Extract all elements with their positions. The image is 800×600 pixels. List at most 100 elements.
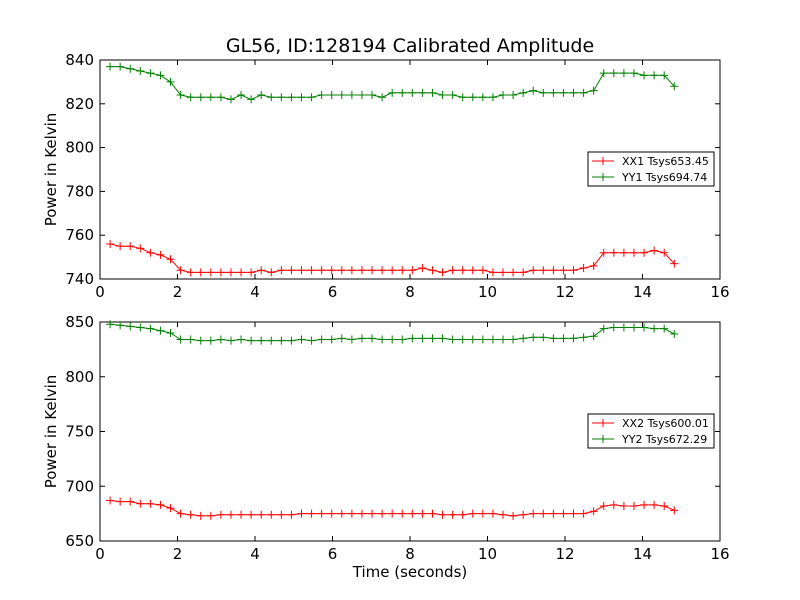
data-point: [166, 255, 175, 264]
data-point: [458, 93, 467, 102]
legend-marker: [599, 157, 607, 165]
data-point: [458, 335, 467, 344]
data-point: [569, 334, 578, 343]
data-point: [418, 264, 427, 273]
data-point: [146, 248, 155, 257]
data-point: [106, 496, 115, 505]
data-point: [660, 501, 669, 510]
data-point: [226, 510, 235, 519]
data-point: [619, 501, 628, 510]
x-tick-label: 2: [173, 283, 183, 301]
series-2: [106, 320, 679, 345]
data-point: [438, 268, 447, 277]
data-point: [529, 266, 538, 275]
data-point: [458, 510, 467, 519]
data-point: [297, 509, 306, 518]
data-point: [519, 510, 528, 519]
data-point: [368, 91, 377, 100]
data-point: [428, 88, 437, 97]
data-point: [650, 246, 659, 255]
data-point: [116, 321, 125, 330]
data-point: [640, 323, 649, 332]
data-point: [650, 324, 659, 333]
legend-label: YY2 Tsys672.29: [621, 433, 707, 446]
data-point: [156, 71, 165, 80]
data-point: [317, 91, 326, 100]
y-tick-label: 800: [65, 139, 94, 157]
chart-title: GL56, ID:128194 Calibrated Amplitude: [226, 35, 594, 57]
data-point: [640, 71, 649, 80]
data-point: [478, 93, 487, 102]
data-point: [337, 509, 346, 518]
data-point: [670, 506, 679, 515]
data-point: [226, 268, 235, 277]
subplot-1: 0 2 4 6 8 10 12 14 16 740 760 780 800 820 840 GL56, ID:…: [42, 35, 730, 301]
data-point: [216, 335, 225, 344]
data-point: [539, 333, 548, 342]
y-axis-label: Power in Kelvin: [42, 113, 60, 227]
data-point: [357, 334, 366, 343]
x-tick-label: 8: [405, 545, 415, 563]
data-point: [136, 323, 145, 332]
x-tick-label: 4: [250, 545, 260, 563]
data-point: [186, 93, 195, 102]
data-point: [287, 336, 296, 345]
data-point: [599, 501, 608, 510]
data-point: [146, 69, 155, 78]
data-point: [670, 82, 679, 91]
data-point: [499, 91, 507, 100]
data-point: [226, 336, 235, 345]
data-point: [559, 266, 568, 275]
data-point: [418, 88, 427, 97]
data-point: [176, 509, 185, 518]
data-point: [549, 88, 558, 97]
data-point: [619, 248, 628, 257]
data-point: [448, 335, 457, 344]
data-point: [388, 509, 397, 518]
data-point: [398, 335, 407, 344]
data-point: [559, 88, 568, 97]
data-point: [327, 335, 336, 344]
data-point: [589, 261, 598, 270]
data-point: [478, 335, 487, 344]
data-point: [398, 266, 407, 275]
data-point: [337, 334, 346, 343]
data-point: [619, 323, 628, 332]
data-point: [116, 62, 125, 71]
data-point: [660, 248, 669, 257]
data-point: [378, 93, 387, 102]
data-point: [478, 266, 487, 275]
data-point: [559, 334, 568, 343]
data-point: [136, 66, 145, 75]
data-point: [398, 88, 407, 97]
y-tick-label: 800: [65, 368, 94, 386]
x-tick-label: 10: [478, 545, 497, 563]
data-point: [176, 335, 185, 344]
y-tick-label: 760: [65, 226, 94, 244]
data-point: [257, 336, 266, 345]
data-point: [378, 266, 387, 275]
data-point: [277, 93, 286, 102]
data-point: [136, 244, 145, 253]
data-point: [428, 509, 437, 518]
data-point: [529, 86, 538, 95]
legend-label: YY1 Tsys694.74: [621, 171, 707, 184]
legend-label: XX1 Tsys653.45: [622, 155, 709, 168]
x-tick-label: 6: [328, 545, 338, 563]
data-point: [509, 91, 518, 100]
data-point: [388, 266, 397, 275]
data-point: [579, 333, 588, 342]
data-point: [378, 335, 387, 344]
x-tick-label: 16: [710, 545, 729, 563]
data-point: [297, 93, 306, 102]
data-point: [519, 334, 528, 343]
x-tick-label: 0: [95, 545, 105, 563]
data-point: [297, 266, 306, 275]
data-point: [196, 268, 205, 277]
data-point: [539, 88, 548, 97]
data-point: [307, 336, 316, 345]
data-point: [267, 336, 276, 345]
data-point: [398, 509, 407, 518]
data-point: [488, 509, 497, 518]
data-point: [257, 266, 266, 275]
